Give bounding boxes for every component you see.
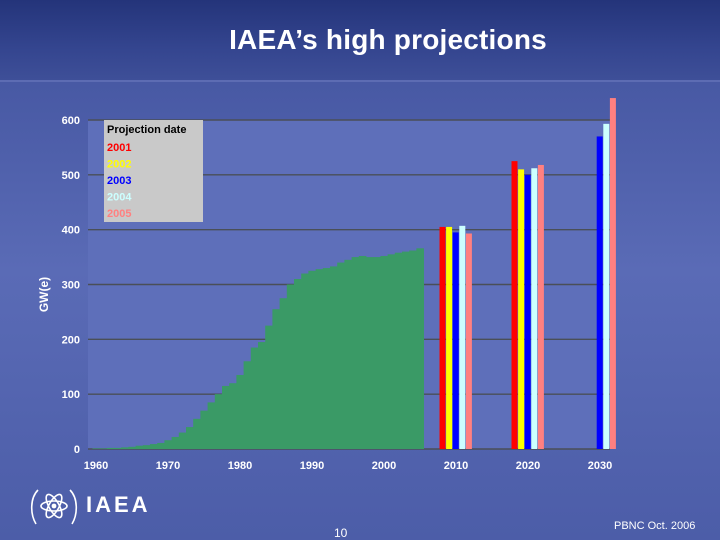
projection-bar-2030-2004 xyxy=(603,123,610,450)
historical-bar-1963 xyxy=(114,447,122,449)
projection-bar-2020-2001 xyxy=(511,161,518,449)
historical-bar-1987 xyxy=(286,284,295,449)
projection-bar-2010-2005 xyxy=(465,233,472,449)
historical-bar-1973 xyxy=(186,427,194,449)
y-tick-label: 300 xyxy=(62,280,80,292)
historical-bar-1976 xyxy=(207,402,216,449)
historical-bar-1994 xyxy=(337,262,345,449)
slide-title: IAEA’s high projections xyxy=(229,24,547,55)
legend-entry-2003: 2003 xyxy=(107,175,131,187)
historical-bar-1967 xyxy=(142,445,151,449)
historical-bar-2003 xyxy=(402,251,410,449)
x-tick-label: 1980 xyxy=(228,460,252,472)
historical-bar-1960 xyxy=(92,448,100,449)
historical-bar-1990 xyxy=(308,270,316,449)
x-tick-label: 2020 xyxy=(516,460,540,472)
x-tick-label: 2030 xyxy=(588,460,612,472)
title-band xyxy=(0,0,720,82)
y-tick-label: 100 xyxy=(62,389,80,401)
legend-entry-2005: 2005 xyxy=(107,208,131,220)
page-number: 10 xyxy=(334,526,348,540)
historical-bar-1996 xyxy=(351,257,360,449)
projection-bar-2030-2005 xyxy=(609,98,616,450)
historical-bar-1980 xyxy=(236,374,244,449)
historical-bar-1966 xyxy=(135,445,144,449)
iaea-logo-text: IAEA xyxy=(86,492,151,517)
iaea-emblem-icon xyxy=(30,489,78,525)
legend-entry-2004: 2004 xyxy=(107,192,132,204)
x-tick-label: 2010 xyxy=(444,460,468,472)
historical-bar-1999 xyxy=(373,257,381,449)
projection-bar-2010-2003 xyxy=(452,232,459,449)
historical-bar-1972 xyxy=(178,432,187,449)
x-tick-label: 1970 xyxy=(156,460,180,472)
projection-bar-2020-2002 xyxy=(518,169,525,449)
historical-bar-1991 xyxy=(315,269,324,449)
historical-bar-1969 xyxy=(157,442,165,449)
historical-bar-1968 xyxy=(150,444,158,449)
projection-bar-2010-2004 xyxy=(459,225,466,449)
historical-bar-1965 xyxy=(128,446,136,449)
historical-bar-1982 xyxy=(250,347,259,449)
historical-bar-1988 xyxy=(294,279,302,449)
projection-bar-2010-2001 xyxy=(439,226,446,449)
y-axis-label: GW(e) xyxy=(37,277,51,312)
historical-bar-1964 xyxy=(121,447,129,449)
historical-bar-1975 xyxy=(200,410,208,449)
historical-bar-1992 xyxy=(322,268,331,449)
historical-bar-1983 xyxy=(258,342,266,449)
historical-bar-1961 xyxy=(99,448,108,449)
projection-bar-2010-2002 xyxy=(446,226,453,449)
x-tick-label: 1990 xyxy=(300,460,324,472)
x-tick-label: 2000 xyxy=(372,460,396,472)
y-tick-label: 200 xyxy=(62,334,80,346)
historical-bar-1998 xyxy=(366,257,374,449)
historical-bar-2002 xyxy=(394,252,403,449)
historical-bar-1993 xyxy=(330,266,338,449)
y-tick-label: 600 xyxy=(62,115,80,127)
legend: Projection date 2001 2002 2003 2004 2005 xyxy=(104,120,203,222)
historical-bar-1977 xyxy=(214,394,223,449)
historical-bar-1995 xyxy=(344,259,352,449)
projection-bar-2020-2004 xyxy=(531,168,538,449)
historical-bar-1984 xyxy=(265,325,273,449)
legend-entry-2002: 2002 xyxy=(107,159,131,171)
projection-bar-2030-2003 xyxy=(596,136,603,449)
historical-bar-1962 xyxy=(106,447,115,449)
footer-note: PBNC Oct. 2006 xyxy=(614,520,696,532)
y-tick-label: 0 xyxy=(74,444,80,456)
historical-bar-2000 xyxy=(380,255,388,449)
historical-bar-2005 xyxy=(416,248,424,449)
historical-bar-1986 xyxy=(279,298,288,449)
historical-bar-1981 xyxy=(243,361,252,449)
historical-bar-2004 xyxy=(409,250,417,449)
historical-bar-1974 xyxy=(193,418,201,449)
historical-bar-1985 xyxy=(272,309,280,449)
historical-bar-2001 xyxy=(387,254,396,449)
legend-entry-2001: 2001 xyxy=(107,142,131,154)
historical-bar-1970 xyxy=(164,440,172,449)
y-tick-label: 500 xyxy=(62,170,80,182)
x-tick-label: 1960 xyxy=(84,460,108,472)
projection-bar-2020-2003 xyxy=(524,174,531,450)
historical-bar-1979 xyxy=(229,383,237,449)
historical-bar-1978 xyxy=(222,385,230,449)
historical-bar-1997 xyxy=(358,255,367,449)
historical-bar-1971 xyxy=(171,436,180,449)
y-tick-label: 400 xyxy=(62,225,80,237)
historical-bar-1989 xyxy=(301,273,309,449)
legend-box xyxy=(104,120,203,222)
legend-title: Projection date xyxy=(107,124,186,136)
projection-bar-2020-2005 xyxy=(537,164,544,450)
